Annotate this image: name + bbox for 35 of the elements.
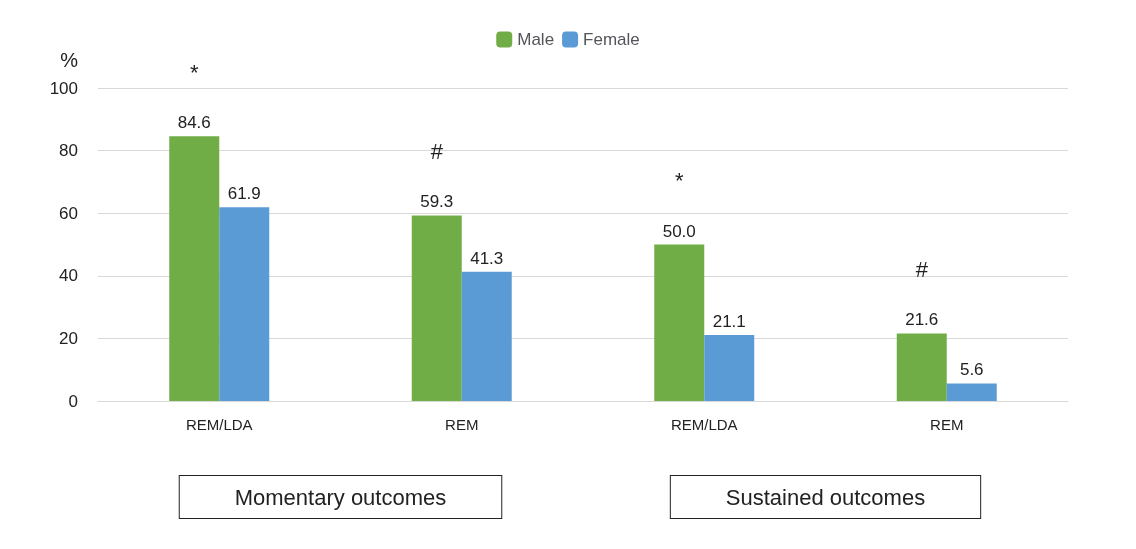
bar (946, 383, 997, 401)
bar (169, 136, 220, 401)
data-label: 21.1 (712, 311, 746, 331)
x-tick-label: REM/LDA (185, 416, 253, 433)
bar (411, 215, 462, 401)
legend-label: Male (517, 30, 555, 49)
data-label: 41.3 (470, 248, 504, 268)
y-tick-label: 100 (49, 78, 78, 98)
y-tick-label: 60 (59, 203, 78, 223)
y-axis-title: % (60, 49, 79, 71)
annotation: * (674, 168, 684, 193)
text: Sustained outcomes (725, 484, 926, 510)
y-tick-label: 0 (68, 391, 78, 411)
bar (461, 271, 512, 401)
text: * (189, 59, 199, 85)
y-tick-label: 80 (59, 141, 78, 161)
y-tick-label: 40 (59, 266, 78, 286)
x-tick-label: REM (445, 416, 479, 433)
data-label: 5.6 (959, 360, 984, 380)
x-tick-label: REM (930, 416, 964, 433)
legend-label: Female (583, 30, 640, 49)
annotation: # (430, 138, 444, 164)
y-tick-label: 20 (59, 328, 78, 348)
data-label: 59.3 (420, 192, 454, 212)
data-label: 84.6 (177, 113, 211, 133)
text: Momentary outcomes (234, 484, 447, 510)
data-label: 50.0 (662, 221, 696, 241)
bar (654, 244, 705, 401)
data-label: 21.6 (905, 310, 939, 330)
bar (896, 333, 947, 401)
bar (219, 207, 270, 401)
annotation: # (915, 256, 929, 282)
x-tick-label: REM/LDA (670, 416, 738, 433)
data-label: 61.9 (227, 184, 261, 204)
bar (704, 334, 755, 401)
